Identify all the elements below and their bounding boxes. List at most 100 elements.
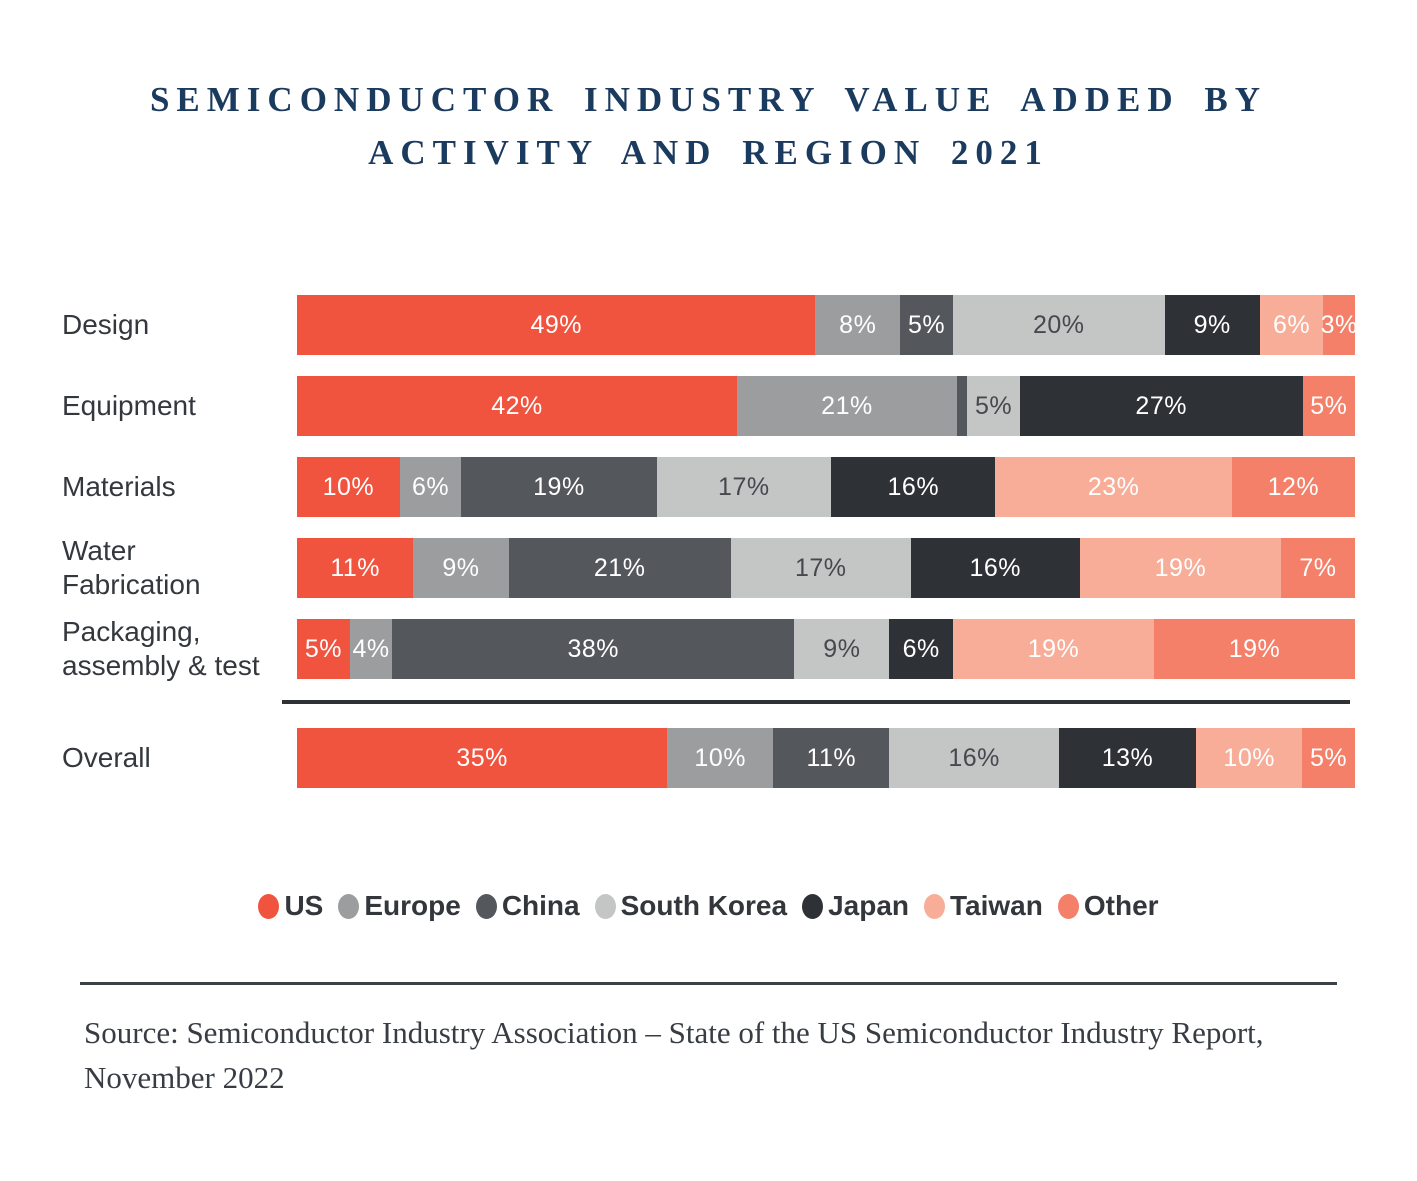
footer-divider [80, 982, 1337, 985]
bar-segment-taiwan: 19% [1079, 538, 1281, 598]
segment-value-label: 13% [1101, 743, 1154, 772]
legend: US Europe China South Korea Japan Taiwan Other [0, 890, 1417, 922]
legend-item-south-korea: South Korea [594, 890, 788, 922]
bar-segment-taiwan: 6% [1259, 295, 1324, 355]
bar-segment-japan: 6% [889, 619, 953, 679]
segment-value-label: 9% [1193, 310, 1231, 339]
segment-value-label: 21% [821, 391, 873, 420]
stacked-bar: 5% 4% 38% 9% 6% 19% 19% [297, 619, 1355, 679]
segment-value-label: 5% [304, 634, 343, 663]
segment-value-label: 7% [1299, 553, 1337, 582]
legend-label: US [284, 890, 324, 921]
chart-title: SEMICONDUCTOR INDUSTRY VALUE ADDED BY AC… [149, 80, 1268, 172]
segment-value-label: 11% [330, 553, 381, 582]
segment-value-label: 10% [1223, 743, 1275, 772]
bar-segment-japan: 9% [1164, 295, 1260, 355]
bar-segment-europe: 4% [349, 619, 393, 679]
bar-segment-taiwan: 10% [1196, 728, 1303, 788]
legend-item-us: US [258, 890, 323, 922]
chart-row: Water Fabrication 11% 9% 21% 17% 16% 19% 7% [62, 535, 1355, 600]
legend-dot-icon [338, 893, 360, 919]
segment-value-label: 19% [533, 472, 585, 501]
legend-item-china: China [475, 890, 580, 922]
bar-segment-south-korea: 5% [967, 376, 1020, 436]
stacked-bar: 49% 8% 5% 20% 9% 6% 3% [297, 295, 1357, 355]
segment-value-label: 4% [352, 634, 390, 663]
chart-row: Packaging, assembly & test 5% 4% 38% 9% 6% 19%… [62, 616, 1355, 681]
bar-segment-china: 5% [900, 295, 953, 355]
segment-value-label: 16% [948, 743, 1000, 772]
bar-segment-south-korea: 20% [952, 295, 1165, 355]
legend-dot-icon [802, 893, 824, 919]
category-label: Design [62, 309, 150, 341]
bar-segment-europe: 9% [413, 538, 509, 598]
bar-segment-japan: 16% [910, 538, 1080, 598]
segment-value-label: 21% [593, 553, 646, 582]
segment-value-label: 16% [887, 472, 940, 501]
bar-segment-taiwan: 23% [995, 457, 1232, 517]
source-caption: Source: Semiconductor Industry Associati… [84, 1015, 1264, 1095]
segment-value-label: 5% [1310, 391, 1348, 420]
legend-label: Japan [828, 890, 910, 921]
bar-segment-south-korea: 16% [889, 728, 1059, 788]
segment-value-label: 16% [969, 553, 1022, 582]
segment-value-label: 9% [442, 553, 480, 582]
segment-value-label: 17% [794, 553, 847, 582]
legend-dot-icon [594, 893, 616, 919]
chart-row: Materials 10% 6% 19% 17% 16% 23% 12% [62, 457, 1355, 517]
legend-label: China [501, 890, 580, 921]
segment-value-label: 19% [1154, 553, 1207, 582]
chart-row: Design 49% 8% 5% 20% 9% 6% 3% [62, 295, 1357, 355]
segment-value-label: 17% [718, 472, 770, 501]
segment-value-label: 8% [839, 310, 877, 339]
bar-segment-japan: 27% [1019, 376, 1303, 436]
legend-label: Europe [364, 890, 461, 921]
bar-segment-us: 42% [297, 376, 737, 436]
bar-segment-other: 5% [1302, 728, 1355, 788]
bar-segment-south-korea: 17% [656, 457, 832, 517]
legend-dot-icon [1057, 893, 1079, 919]
legend-item-taiwan: Taiwan [924, 890, 1043, 922]
bar-segment-south-korea: 9% [794, 619, 890, 679]
bar-segment-china: 19% [461, 457, 657, 517]
bar-segment-europe: 10% [667, 728, 774, 788]
chart-row: Equipment 42% 21% 5% 27% 5% [62, 376, 1355, 436]
bar-segment-china: 11% [773, 728, 890, 788]
overall-separator-line [282, 700, 1350, 704]
segment-value-label: 6% [1272, 310, 1311, 339]
stacked-bar: 11% 9% 21% 17% 16% 19% 7% [297, 538, 1355, 598]
segment-value-label: 27% [1135, 391, 1187, 420]
bar-segment-other: 19% [1153, 619, 1355, 679]
segment-value-label: 5% [975, 391, 1013, 420]
segment-value-label: 5% [1309, 743, 1348, 772]
segment-value-label: 10% [322, 472, 375, 501]
segment-value-label: 19% [1027, 634, 1080, 663]
bar-segment-south-korea: 17% [730, 538, 911, 598]
category-label: Overall [62, 742, 151, 774]
legend-dot-icon [475, 893, 497, 919]
bar-segment-other: 7% [1280, 538, 1355, 598]
legend-dot-icon [258, 893, 280, 919]
bar-segment-china: 21% [508, 538, 731, 598]
segment-value-label: 10% [694, 743, 746, 772]
segment-value-label: 49% [530, 310, 582, 339]
stacked-bar-chart: Design 49% 8% 5% 20% 9% 6% 3% Equipment 42% 21% 5% 2… [62, 295, 1357, 788]
bar-segment-japan: 16% [831, 457, 996, 517]
segment-value-label: 9% [823, 634, 861, 663]
segment-value-label: 38% [567, 634, 620, 663]
legend-label: Taiwan [950, 890, 1043, 921]
legend-label: South Korea [620, 890, 788, 921]
bar-segment-other: 5% [1302, 376, 1355, 436]
category-label: Materials [62, 471, 176, 503]
bar-segment-taiwan: 19% [952, 619, 1154, 679]
legend-item-other: Other [1057, 890, 1159, 922]
stacked-bar: 35% 10% 11% 16% 13% 10% 5% [297, 728, 1355, 788]
bar-segment-europe: 8% [815, 295, 901, 355]
bar-segment-japan: 13% [1058, 728, 1197, 788]
bar-segment-us: 10% [297, 457, 400, 517]
bar-segment-europe: 21% [736, 376, 957, 436]
bar-segment-us: 49% [297, 295, 816, 355]
stacked-bar: 10% 6% 19% 17% 16% 23% 12% [297, 457, 1355, 517]
bar-segment-other: 3% [1321, 295, 1357, 355]
stacked-bar: 42% 21% 5% 27% 5% [297, 376, 1355, 436]
